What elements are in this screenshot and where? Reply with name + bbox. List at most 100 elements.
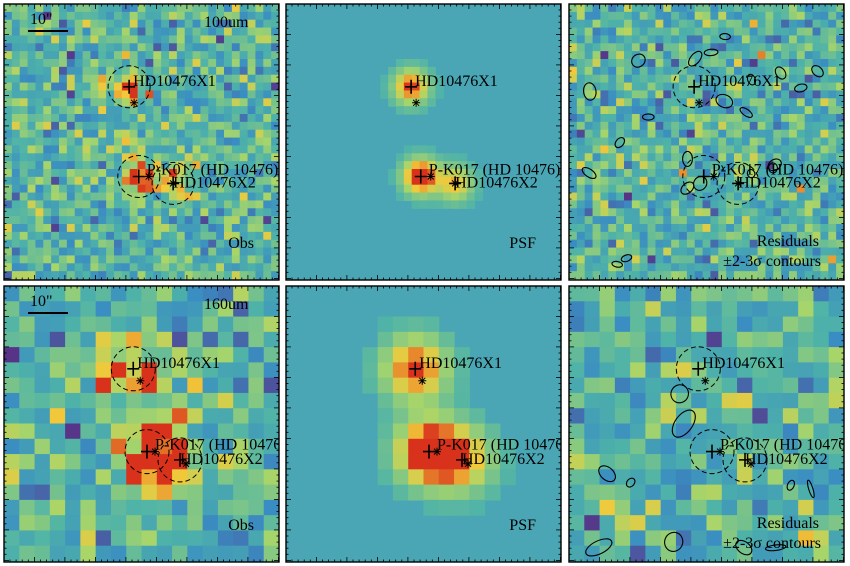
pixel bbox=[820, 200, 829, 209]
pixel bbox=[403, 74, 413, 84]
pixel bbox=[192, 74, 202, 84]
pixel bbox=[451, 169, 460, 178]
pixel bbox=[66, 35, 76, 44]
pixel bbox=[796, 231, 806, 241]
pixel bbox=[82, 129, 92, 139]
pixel bbox=[192, 169, 202, 178]
pixel bbox=[734, 208, 743, 217]
pixel bbox=[114, 27, 123, 37]
pixel bbox=[224, 247, 233, 257]
pixel bbox=[11, 184, 21, 194]
pixel bbox=[98, 216, 107, 225]
pixel bbox=[828, 469, 844, 486]
pixel bbox=[380, 82, 389, 92]
pixel bbox=[804, 4, 814, 13]
pixel bbox=[65, 392, 81, 409]
pixel bbox=[608, 161, 617, 170]
pixel bbox=[65, 438, 81, 455]
pixel bbox=[216, 121, 225, 131]
pixel bbox=[239, 27, 249, 37]
pixel bbox=[749, 176, 759, 186]
pixel bbox=[679, 231, 688, 241]
pixel bbox=[694, 43, 704, 52]
pixel bbox=[90, 137, 99, 147]
pixel bbox=[169, 129, 178, 139]
pixel bbox=[200, 208, 209, 217]
pixel bbox=[773, 106, 782, 115]
pixel bbox=[631, 11, 641, 21]
pixel bbox=[271, 145, 279, 154]
pixel bbox=[233, 377, 250, 394]
pixel bbox=[11, 176, 21, 186]
pixel bbox=[614, 286, 631, 302]
pixel bbox=[828, 121, 837, 131]
pixel bbox=[388, 74, 397, 84]
pixel bbox=[828, 35, 837, 44]
pixel bbox=[66, 129, 76, 139]
pixel bbox=[176, 82, 186, 92]
pixel bbox=[749, 66, 759, 76]
pixel bbox=[616, 184, 625, 194]
pixel bbox=[161, 231, 170, 241]
pixel bbox=[34, 438, 51, 455]
pixel bbox=[247, 169, 257, 178]
pixel bbox=[599, 423, 616, 440]
pixel bbox=[804, 192, 814, 202]
aperture-circle bbox=[124, 429, 170, 475]
pixel bbox=[671, 239, 680, 249]
pixel bbox=[184, 247, 194, 257]
pixel bbox=[59, 224, 68, 233]
pixel bbox=[796, 255, 806, 264]
pixel bbox=[765, 169, 774, 178]
pixel bbox=[126, 530, 143, 547]
pixel bbox=[271, 43, 279, 52]
pixel bbox=[663, 224, 672, 233]
pixel bbox=[765, 247, 774, 257]
pixel bbox=[216, 82, 225, 92]
pixel bbox=[362, 362, 379, 379]
pixel bbox=[679, 137, 688, 147]
pixel bbox=[660, 362, 677, 379]
pixel bbox=[161, 176, 170, 186]
pixel bbox=[813, 454, 830, 470]
pixel bbox=[176, 247, 186, 257]
pixel bbox=[765, 216, 774, 225]
pixel bbox=[82, 176, 92, 186]
pixel bbox=[694, 35, 704, 44]
pixel bbox=[145, 11, 154, 21]
pixel bbox=[663, 19, 672, 29]
pixel bbox=[569, 19, 578, 29]
pixel bbox=[74, 192, 84, 202]
pixel bbox=[616, 255, 625, 264]
pixel bbox=[121, 27, 131, 37]
pixel bbox=[90, 153, 99, 162]
pixel bbox=[239, 169, 249, 178]
pixel bbox=[584, 301, 601, 318]
pixel bbox=[765, 98, 774, 107]
pixel bbox=[82, 90, 92, 99]
pixel bbox=[718, 59, 727, 68]
source-label: HD10476X1 bbox=[702, 355, 785, 372]
pixel bbox=[129, 106, 139, 115]
pixel bbox=[836, 114, 844, 123]
pixel bbox=[248, 454, 265, 470]
pixel bbox=[647, 216, 657, 225]
pixel bbox=[749, 129, 759, 139]
pixel bbox=[263, 316, 279, 333]
pixel bbox=[820, 169, 829, 178]
pixel bbox=[51, 216, 60, 225]
pixel bbox=[749, 161, 759, 170]
pixel bbox=[828, 271, 837, 280]
pixel bbox=[411, 184, 421, 194]
panel-label: Obs bbox=[228, 517, 254, 534]
pixel bbox=[663, 192, 672, 202]
pixel bbox=[592, 114, 602, 123]
pixel bbox=[749, 224, 759, 233]
pixel bbox=[106, 35, 115, 44]
pixel bbox=[172, 286, 188, 302]
pixel bbox=[718, 82, 727, 92]
pixel bbox=[82, 208, 92, 217]
pixel bbox=[773, 208, 782, 217]
pixel bbox=[19, 114, 29, 123]
pixel bbox=[686, 255, 696, 264]
